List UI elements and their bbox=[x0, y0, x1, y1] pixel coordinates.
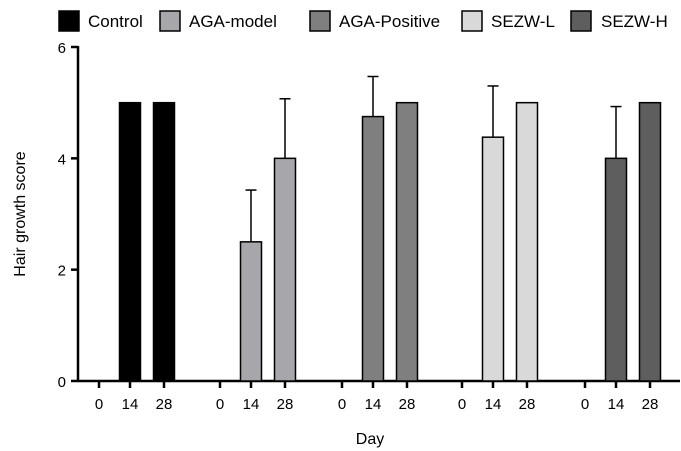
y-axis-title: Hair growth score bbox=[12, 151, 29, 276]
legend-label: AGA-model bbox=[189, 12, 277, 31]
legend: Control AGA-model AGA-Positive SEZW-L SEZW-H bbox=[58, 10, 668, 32]
bar-sezw-h-day-28 bbox=[638, 101, 662, 382]
bar-aga-positive-day-14 bbox=[361, 115, 385, 382]
x-tick-label: 28 bbox=[277, 396, 294, 413]
legend-swatch bbox=[159, 10, 181, 32]
bar-sezw-l-day-28 bbox=[515, 101, 539, 382]
x-tick-label: 0 bbox=[216, 396, 224, 413]
legend-label: SEZW-H bbox=[601, 12, 668, 31]
y-tick-label: 4 bbox=[58, 151, 66, 168]
x-tick-label: 0 bbox=[338, 396, 346, 413]
bar-aga-positive-day-28 bbox=[395, 101, 419, 382]
bar-aga-model-day-28 bbox=[273, 157, 297, 382]
x-tick-label: 14 bbox=[365, 396, 382, 413]
bar-sezw-h-day-14 bbox=[604, 157, 628, 382]
bar-control-day-28 bbox=[152, 101, 176, 382]
bar-control-day-14 bbox=[118, 101, 142, 382]
x-tick-label: 14 bbox=[243, 396, 260, 413]
bar-aga-model-day-14 bbox=[239, 241, 263, 382]
legend-label: Control bbox=[88, 12, 143, 31]
bar-sezw-l-day-14 bbox=[481, 136, 505, 382]
plot-area: 0 2 4 6 0 14 28 0 14 28 0 14 28 0 14 28 0 14 28 bbox=[58, 40, 680, 413]
x-tick-label: 28 bbox=[399, 396, 416, 413]
legend-item-sezw-l: SEZW-L bbox=[461, 10, 555, 32]
x-axis-title: Day bbox=[356, 431, 384, 448]
x-tick-label: 0 bbox=[581, 396, 589, 413]
x-tick-label: 0 bbox=[95, 396, 103, 413]
x-tick-label: 0 bbox=[458, 396, 466, 413]
legend-item-aga-positive: AGA-Positive bbox=[309, 10, 440, 32]
y-tick-label: 2 bbox=[58, 263, 66, 280]
x-tick-label: 28 bbox=[519, 396, 536, 413]
x-tick-label: 14 bbox=[485, 396, 502, 413]
legend-label: SEZW-L bbox=[491, 12, 555, 31]
x-tick-label: 14 bbox=[608, 396, 625, 413]
legend-swatch bbox=[461, 10, 483, 32]
legend-item-aga-model: AGA-model bbox=[159, 10, 277, 32]
legend-label: AGA-Positive bbox=[339, 12, 440, 31]
y-tick-label: 0 bbox=[58, 374, 66, 391]
legend-item-sezw-h: SEZW-H bbox=[570, 10, 668, 32]
x-tick-label: 28 bbox=[642, 396, 659, 413]
x-tick-label: 14 bbox=[122, 396, 139, 413]
legend-swatch bbox=[570, 10, 592, 32]
y-tick-label: 6 bbox=[58, 40, 66, 57]
legend-swatch bbox=[309, 10, 331, 32]
legend-item-control: Control bbox=[58, 10, 143, 32]
x-tick-label: 28 bbox=[156, 396, 173, 413]
legend-swatch bbox=[58, 10, 80, 32]
